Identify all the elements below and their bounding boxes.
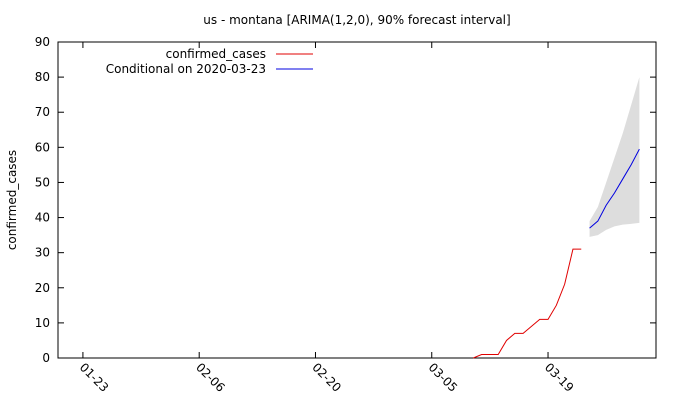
data-line xyxy=(589,148,640,229)
y-tick-label: 70 xyxy=(35,105,50,119)
x-tick-label: 03-05 xyxy=(426,360,461,395)
x-tick-label: 02-20 xyxy=(309,360,344,395)
y-tick-label: 50 xyxy=(35,175,50,189)
y-axis-label: confirmed_cases xyxy=(5,150,19,250)
legend-label: confirmed_cases xyxy=(166,47,266,61)
x-tick-label: 01-23 xyxy=(77,360,112,395)
forecast-band xyxy=(589,77,640,237)
y-tick-label: 0 xyxy=(42,351,50,365)
y-tick-label: 30 xyxy=(35,246,50,260)
y-tick-label: 40 xyxy=(35,211,50,225)
plot-frame xyxy=(57,41,657,359)
data-line xyxy=(473,248,582,359)
y-tick-label: 20 xyxy=(35,281,50,295)
y-tick-label: 80 xyxy=(35,70,50,84)
x-tick-label: 02-06 xyxy=(193,360,228,395)
x-tick-label: 03-19 xyxy=(542,360,577,395)
y-tick-label: 60 xyxy=(35,140,50,154)
chart-title: us - montana [ARIMA(1,2,0), 90% forecast… xyxy=(203,13,510,27)
y-tick-label: 10 xyxy=(35,316,50,330)
y-tick-label: 90 xyxy=(35,35,50,49)
legend-label: Conditional on 2020-03-23 xyxy=(106,62,266,76)
